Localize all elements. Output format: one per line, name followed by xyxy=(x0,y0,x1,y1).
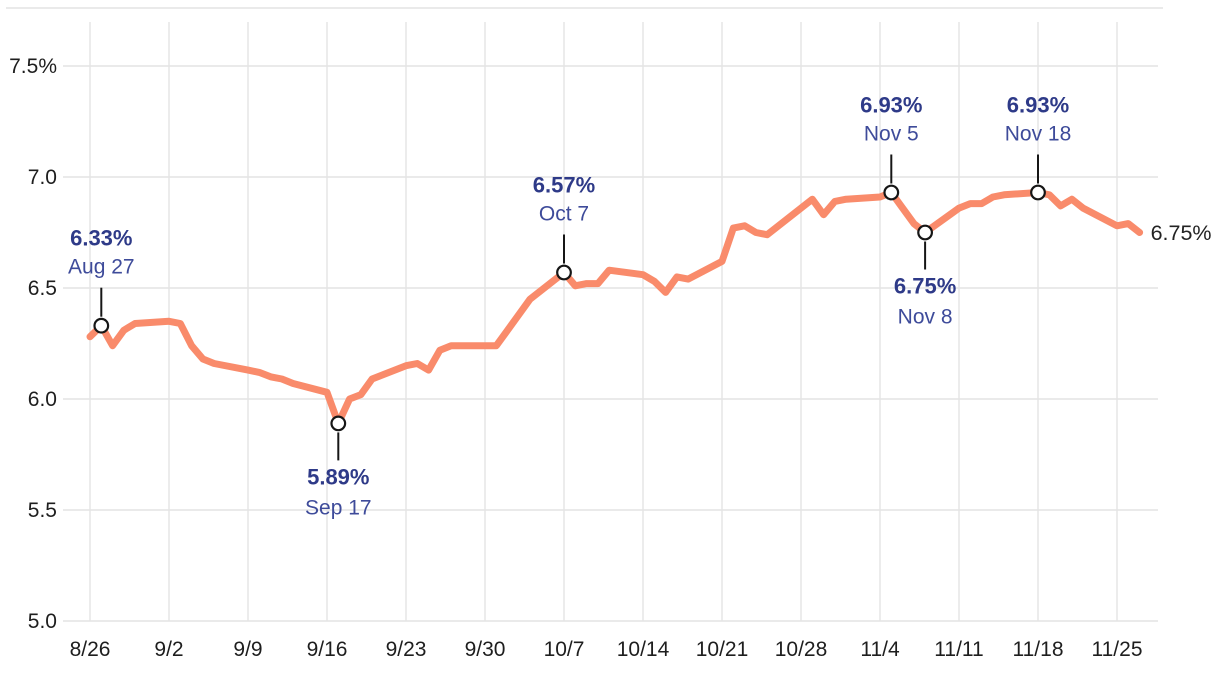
current-rate-label: 6.75% xyxy=(1151,221,1212,245)
x-axis-tick-label: 10/14 xyxy=(617,638,670,661)
data-point-marker-aug-27[interactable] xyxy=(93,317,110,334)
annotation-date-sep-17: Sep 17 xyxy=(305,496,372,519)
annotation-layer: 6.33% Aug 27 5.89% Sep 17 6.57% Oct 7 6.93% Nov… xyxy=(68,93,1212,520)
annotation-value-oct-7: 6.57% xyxy=(533,173,595,198)
y-axis-tick-label: 7.5% xyxy=(9,55,57,78)
annotation-date-aug-27: Aug 27 xyxy=(68,256,135,279)
y-axis-tick-label: 5.0 xyxy=(28,610,57,633)
annotation-value-sep-17: 5.89% xyxy=(307,464,369,489)
data-point-marker-nov-18[interactable] xyxy=(1030,184,1046,201)
x-axis-tick-label: 9/2 xyxy=(154,638,183,661)
annotation-date-nov-5: Nov 5 xyxy=(864,123,919,146)
x-axis-tick-label: 9/9 xyxy=(233,638,262,661)
x-axis-tick-label: 10/21 xyxy=(696,638,749,661)
rate-line-series xyxy=(86,189,1144,427)
x-axis-tick-label: 8/26 xyxy=(70,638,111,661)
data-point-marker-nov-8[interactable] xyxy=(917,224,933,241)
x-axis-tick-label: 11/25 xyxy=(1092,638,1143,661)
x-axis-tick-label: 11/4 xyxy=(860,638,900,661)
annotation-value-nov-5: 6.93% xyxy=(860,93,922,118)
y-axis-tick-label: 5.5 xyxy=(28,499,57,522)
x-axis-tick-label: 11/18 xyxy=(1013,638,1064,661)
data-point-marker-oct-7[interactable] xyxy=(556,264,572,281)
x-axis-tick-label: 11/11 xyxy=(934,638,983,661)
annotation-date-nov-18: Nov 18 xyxy=(1005,123,1072,146)
series-layer xyxy=(86,189,1144,427)
y-axis-tick-label: 7.0 xyxy=(28,166,57,189)
x-axis-tick-label: 9/16 xyxy=(307,638,348,661)
annotation-value-aug-27: 6.33% xyxy=(70,226,132,251)
data-point-marker-sep-17[interactable] xyxy=(330,415,347,432)
data-point-marker-nov-5[interactable] xyxy=(883,184,900,201)
axis-layer: 7.5% 7.0 6.5 6.0 5.5 5.0 8/26 9/2 9/9 9/16 9/23 9/3… xyxy=(9,55,1142,661)
x-axis-tick-label: 10/7 xyxy=(544,638,585,661)
x-axis-tick-label: 9/23 xyxy=(386,638,427,661)
x-axis-tick-label: 9/30 xyxy=(465,638,506,661)
y-axis-tick-label: 6.0 xyxy=(28,388,57,411)
annotation-date-oct-7: Oct 7 xyxy=(539,203,589,226)
grid-layer xyxy=(6,7,1163,622)
annotation-date-nov-8: Nov 8 xyxy=(898,306,953,329)
x-axis-tick-label: 10/28 xyxy=(775,638,828,661)
y-axis-tick-label: 6.5 xyxy=(28,277,57,300)
annotation-value-nov-8: 6.75% xyxy=(894,274,956,299)
annotation-value-nov-18: 6.93% xyxy=(1007,93,1069,118)
